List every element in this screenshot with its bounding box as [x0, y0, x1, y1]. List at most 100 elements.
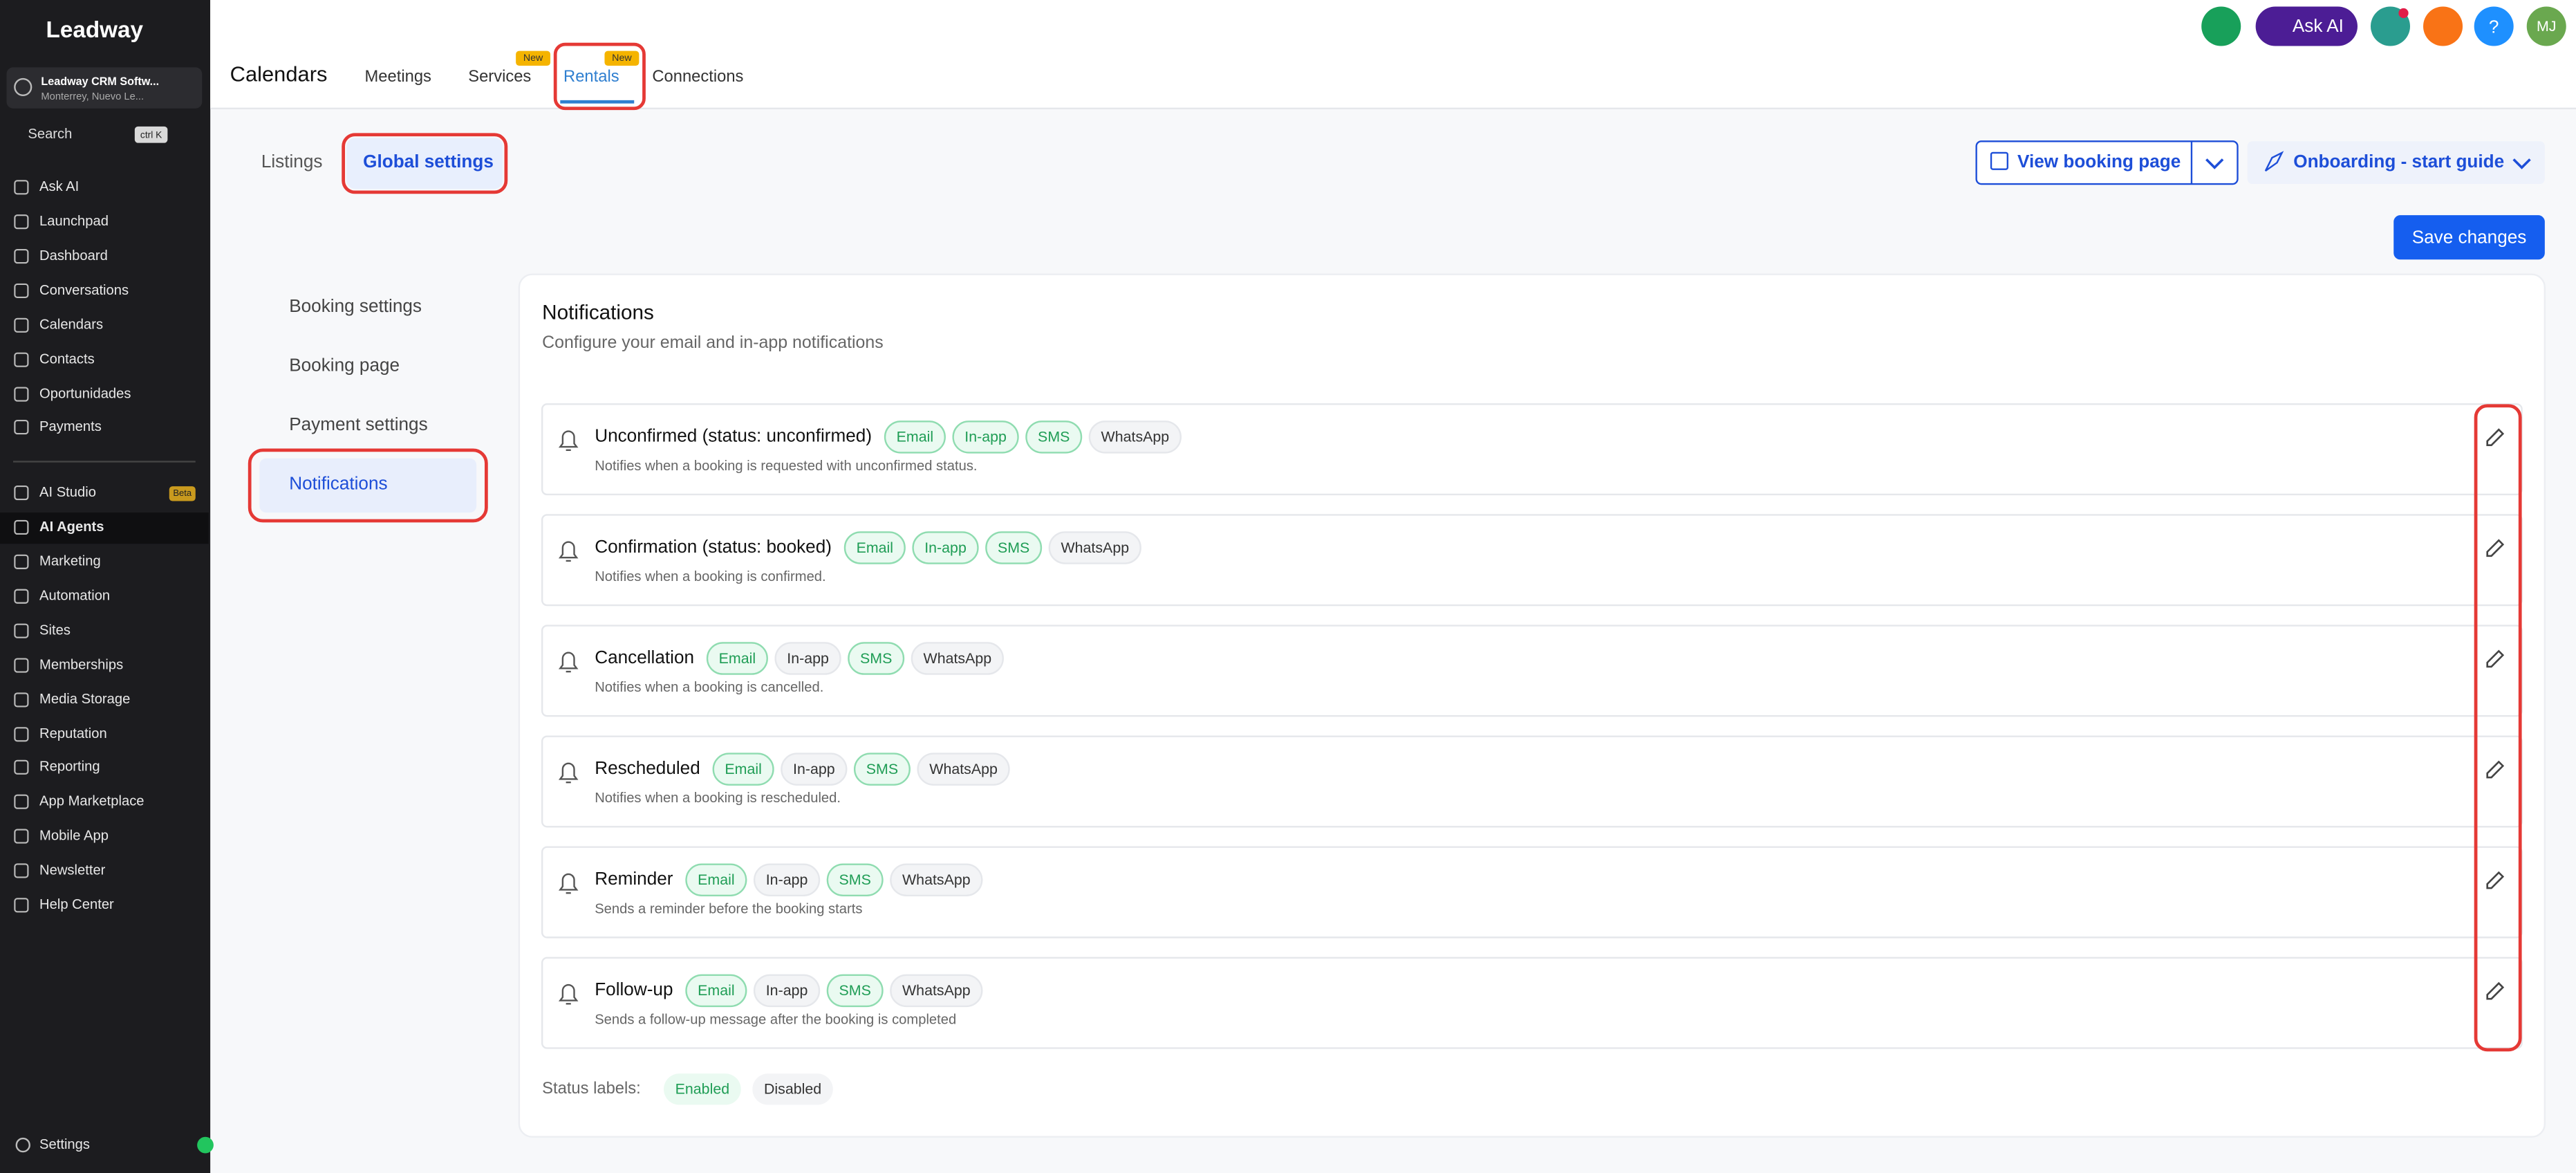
nav-icon	[14, 283, 29, 299]
status-chip	[664, 1073, 741, 1105]
nav-item[interactable]: Oportunidades	[39, 386, 131, 401]
bell-icon	[558, 652, 579, 673]
channel-chip-label: SMS	[839, 982, 871, 999]
nav-item[interactable]: Media Storage	[39, 692, 130, 707]
sidebar	[0, 0, 211, 1173]
nav-item[interactable]: Calendars	[39, 317, 103, 333]
channel-chip	[890, 974, 983, 1008]
edit-icon[interactable]	[2486, 871, 2505, 889]
new-badge-label: New	[612, 53, 632, 64]
settings-nav-item[interactable]: Booking settings	[289, 295, 422, 316]
channel-chip	[826, 974, 884, 1008]
settings-nav-item[interactable]: Booking page	[289, 355, 400, 376]
edit-icon[interactable]	[2486, 539, 2505, 557]
notification-row: Rescheduled Notifies when a booking is re…	[541, 735, 2523, 828]
edit-icon[interactable]	[2486, 428, 2505, 447]
highlight	[342, 133, 508, 194]
channel-chip-label: WhatsApp	[902, 982, 971, 999]
nav-item[interactable]: AI Agents	[39, 519, 104, 535]
channel-chip-label: Email	[725, 761, 761, 777]
nav-item[interactable]: App Marketplace	[39, 794, 144, 809]
rocket-icon	[2264, 151, 2284, 172]
nav-item[interactable]: Payments	[39, 419, 102, 434]
phone-button[interactable]	[2201, 6, 2241, 46]
channel-chip	[848, 642, 905, 675]
chevron[interactable]	[2205, 158, 2224, 169]
row-title: Rescheduled	[595, 757, 700, 778]
brand: Leadway	[46, 17, 144, 43]
channel-chip	[753, 974, 821, 1008]
nav-item[interactable]: AI Studio	[39, 485, 96, 500]
settings[interactable]: Settings	[39, 1137, 90, 1152]
channel-chip	[712, 752, 774, 786]
nav-item[interactable]: Sites	[39, 622, 71, 638]
help-button[interactable]	[2474, 6, 2514, 46]
subtab[interactable]: Listings	[261, 151, 323, 172]
active-nav	[259, 458, 477, 513]
edit-icon[interactable]	[2486, 760, 2505, 779]
channel-chip	[853, 752, 911, 786]
chevron	[2512, 158, 2531, 169]
account-switcher[interactable]	[6, 67, 203, 109]
card-title: Notifications	[542, 302, 654, 324]
view-booking-button[interactable]	[1975, 140, 2239, 185]
nav-icon	[14, 519, 29, 535]
row-title: Cancellation	[595, 647, 694, 667]
tab[interactable]: Connections	[652, 67, 743, 86]
search[interactable]: Search	[28, 127, 72, 142]
subtab[interactable]: Global settings	[363, 151, 494, 172]
channel-chip	[753, 863, 821, 896]
channel-chip	[685, 863, 747, 896]
nav-icon	[14, 248, 29, 264]
beta-badge	[169, 486, 196, 501]
save-button[interactable]	[2393, 215, 2545, 260]
nav-item[interactable]: Conversations	[39, 283, 129, 298]
row-description: Notifies when a booking is confirmed.	[595, 569, 825, 584]
nav-item[interactable]: Help Center	[39, 897, 114, 912]
channel-chip	[912, 531, 979, 564]
settings-nav-item[interactable]: Notifications	[289, 473, 387, 494]
nav-icon	[14, 623, 29, 638]
edit-icon[interactable]	[2486, 981, 2505, 1000]
notifications-button[interactable]	[2423, 6, 2463, 46]
settings-nav-item[interactable]: Payment settings	[289, 414, 427, 434]
nav-icon	[14, 554, 29, 569]
nav-icon	[14, 829, 29, 844]
tab[interactable]: Rentals	[563, 67, 619, 86]
channel-chip-label: WhatsApp	[902, 871, 971, 888]
ask-ai-button[interactable]	[2255, 6, 2358, 46]
nav-item[interactable]: Automation	[39, 589, 110, 604]
nav-item[interactable]: Memberships	[39, 657, 123, 672]
tab[interactable]: Services	[468, 67, 531, 86]
nav-item[interactable]: Ask AI	[39, 179, 79, 194]
channel-chip-label: Email	[897, 429, 933, 445]
nav-item[interactable]: Reporting	[39, 759, 100, 775]
bell-icon	[558, 983, 579, 1005]
avatar[interactable]	[2526, 6, 2566, 46]
nav-item[interactable]: Reputation	[39, 726, 107, 741]
onboarding-button[interactable]	[2247, 141, 2545, 185]
channel-chip-label: SMS	[1038, 429, 1070, 445]
ask-ai-label: Ask AI	[2293, 15, 2344, 36]
button-label: Onboarding - start guide	[2293, 151, 2504, 172]
nav-item[interactable]: Mobile App	[39, 828, 109, 843]
channel-chip-label: Email	[698, 982, 734, 999]
nav-icon	[14, 658, 29, 673]
nav-item[interactable]: Contacts	[39, 352, 95, 367]
collapse-toggle[interactable]	[197, 1136, 214, 1154]
channel-chip-label: SMS	[860, 650, 892, 667]
tab[interactable]: Meetings	[365, 67, 432, 86]
active-item	[0, 512, 209, 544]
account-location: Monterrey, Nuevo Le...	[41, 91, 144, 102]
edit-icon[interactable]	[2486, 649, 2505, 668]
highlight	[553, 42, 646, 111]
nav-item[interactable]: Newsletter	[39, 862, 106, 878]
page-title: Calendars	[230, 62, 328, 86]
nav-item[interactable]: Marketing	[39, 554, 101, 569]
nav-item[interactable]: Dashboard	[39, 248, 108, 264]
nav-item[interactable]: Launchpad	[39, 214, 109, 229]
dot	[2398, 8, 2409, 19]
avatar-initials: MJ	[2537, 18, 2557, 35]
highlight	[2474, 404, 2522, 1052]
nav-icon	[14, 759, 29, 775]
